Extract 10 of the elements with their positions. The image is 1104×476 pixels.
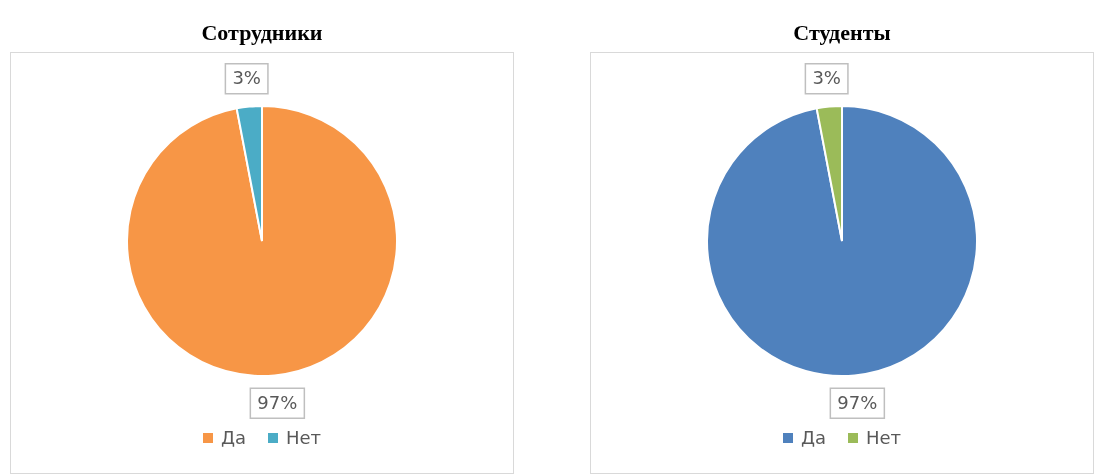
data-label: 3%: [232, 67, 261, 89]
data-label: 97%: [257, 391, 298, 413]
legend-label: Да: [220, 427, 246, 448]
data-label: 97%: [837, 391, 878, 413]
chart-title: Сотрудники: [200, 19, 324, 47]
legend-label: Да: [800, 427, 826, 448]
legend-label: Нет: [285, 427, 322, 448]
chart-title: Студенты: [792, 19, 892, 47]
legend-label: Нет: [865, 427, 902, 448]
data-label: 3%: [812, 67, 841, 89]
